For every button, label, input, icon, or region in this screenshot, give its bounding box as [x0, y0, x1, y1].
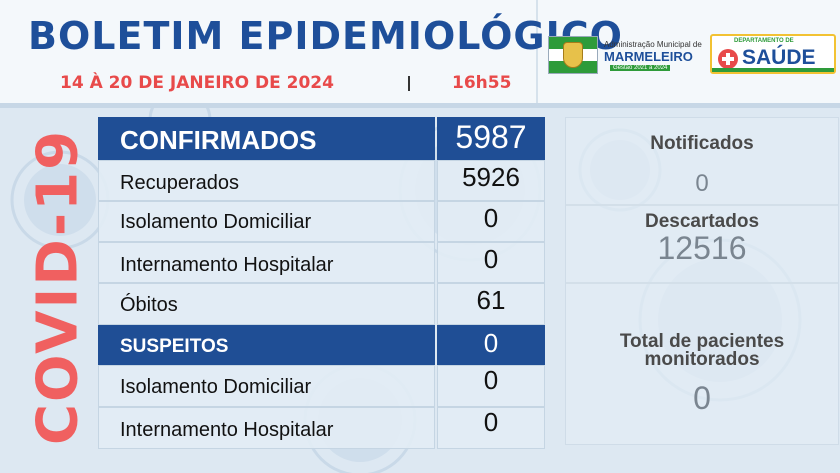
row-value: 5987 [455, 119, 527, 155]
table-row-internamento-suspeitos: Internamento Hospitalar 0 [98, 407, 545, 449]
municipal-logo: Administração Municipal de MARMELEIRO Ge… [548, 36, 702, 74]
notificados-value: 0 [695, 170, 709, 197]
row-label: Internamento Hospitalar [120, 419, 334, 441]
summary-panel: Notificados 0 Descartados 12516 Total de… [565, 117, 839, 445]
notificados-label: Notificados [650, 133, 754, 154]
header-divider [536, 0, 538, 103]
row-value: 0 [483, 244, 499, 274]
health-department-logo: DEPARTAMENTO DE SAÚDE [710, 34, 836, 74]
row-value: 0 [483, 407, 499, 437]
date-range: 14 À 20 DE JANEIRO DE 2024 [60, 73, 334, 93]
row-value: 0 [483, 328, 499, 358]
row-label: Isolamento Domiciliar [120, 211, 312, 233]
health-logo-dept: DEPARTAMENTO DE [734, 38, 794, 44]
row-value: 0 [483, 365, 499, 395]
table-row-internamento: Internamento Hospitalar 0 [98, 242, 545, 283]
medical-cross-icon [718, 49, 738, 69]
row-label: CONFIRMADOS [120, 125, 317, 155]
municipal-logo-term: Gestão 2021 a 2024 [610, 65, 671, 71]
header-rule [0, 103, 840, 108]
table-row-isolamento-suspeitos: Isolamento Domiciliar 0 [98, 365, 545, 407]
date-separator [408, 76, 410, 91]
monitorados-value: 0 [693, 380, 711, 416]
summary-divider [566, 204, 838, 206]
health-logo-word: SAÚDE [742, 46, 816, 69]
covid-vertical-title: COVID-19 [25, 128, 91, 446]
municipal-logo-name: MARMELEIRO [604, 49, 693, 64]
report-time: 16h55 [452, 73, 512, 93]
table-row-recuperados: Recuperados 5926 [98, 160, 545, 201]
crest-icon [563, 42, 583, 68]
header-band [0, 0, 840, 103]
table-row-confirmados: CONFIRMADOS 5987 [98, 117, 545, 160]
municipal-logo-line1: Administração Municipal de [604, 40, 702, 49]
table-row-suspeitos: SUSPEITOS 0 [98, 325, 545, 365]
row-label: Recuperados [120, 172, 239, 194]
table-row-isolamento: Isolamento Domiciliar 0 [98, 201, 545, 242]
row-label: Internamento Hospitalar [120, 254, 334, 276]
summary-divider [566, 282, 838, 284]
row-label: Óbitos [120, 294, 178, 316]
row-label: Isolamento Domiciliar [120, 376, 312, 398]
table-row-obitos: Óbitos 61 [98, 283, 545, 325]
page-title: BOLETIM EPIDEMIOLÓGICO [28, 14, 623, 58]
monitorados-label-line2: monitorados [644, 349, 760, 370]
row-value: 61 [476, 285, 506, 315]
monitorados-label-line1: Total de pacientes [619, 331, 785, 352]
health-logo-bar [712, 68, 834, 72]
descartados-label: Descartados [644, 211, 760, 232]
row-label: SUSPEITOS [120, 336, 229, 357]
descartados-value: 12516 [657, 230, 747, 266]
row-value: 5926 [462, 162, 520, 192]
row-value: 0 [483, 203, 499, 233]
